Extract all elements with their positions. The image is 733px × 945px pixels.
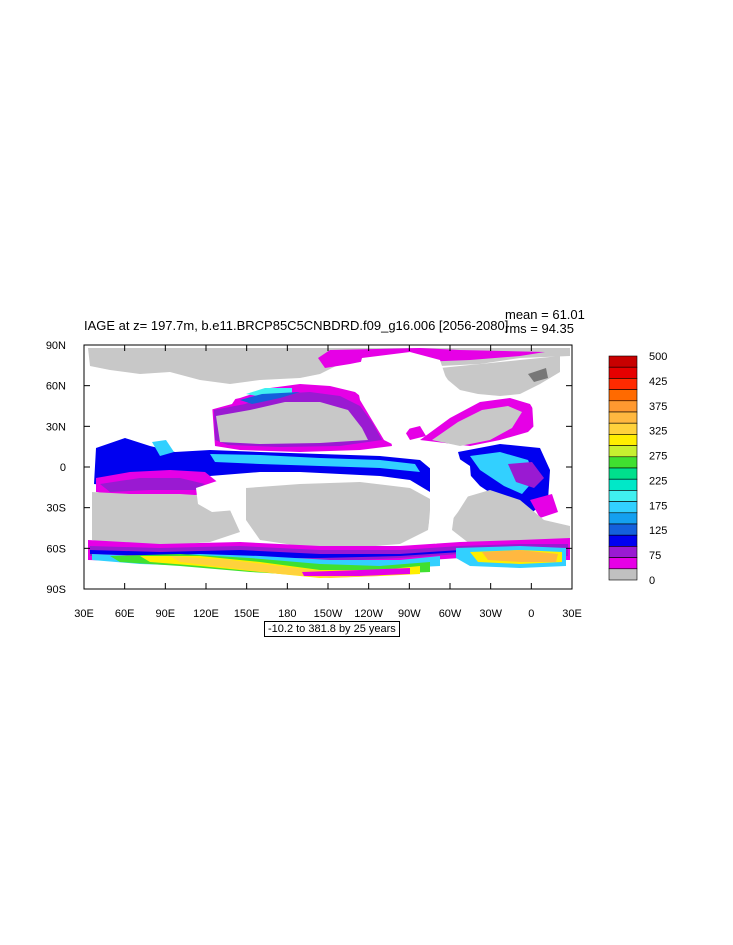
lon-tick-label: 120E (193, 608, 219, 620)
lat-tick-label: 30N (46, 421, 66, 433)
colorbar-box (608, 490, 638, 502)
colorbar-box (608, 355, 638, 368)
eq-atlantic-purple (508, 462, 544, 488)
lon-tick-label: 90W (398, 608, 421, 620)
colorbar-box (608, 478, 638, 491)
lon-tick-label: 150W (314, 608, 343, 620)
equatorial-cyan (210, 454, 420, 472)
lat-tick-label: 0 (60, 462, 66, 474)
colorbar-label: 225 (649, 475, 667, 487)
n-atlantic-grey (440, 356, 560, 396)
lon-tick-label: 0 (528, 608, 534, 620)
land-south-america (428, 454, 472, 544)
colorbar-label: 375 (649, 401, 667, 413)
colorbar-label: 425 (649, 376, 667, 388)
colorbar-box (608, 411, 638, 424)
n-atlantic-subtrop-grey (432, 406, 522, 446)
lon-tick-label: 60W (439, 608, 462, 620)
indian-cyan-blob (152, 440, 174, 456)
s-atlantic-grey (452, 490, 570, 544)
colorbar-box (608, 422, 638, 435)
colorbar-box (608, 434, 638, 446)
colorbar-box (608, 378, 638, 390)
colorbar-label: 325 (649, 426, 667, 438)
land-australia (196, 480, 246, 512)
eq-atlantic-cyan (470, 452, 536, 494)
lon-tick-label: 30E (562, 608, 582, 620)
n-pacific-blue (240, 392, 300, 404)
colorbar-label: 500 (649, 351, 667, 363)
map-title: IAGE at z= 197.7m, b.e11.BRCP85C5CNBDRD.… (84, 318, 509, 333)
colorbar-box (608, 389, 638, 402)
so-atlantic-orange (482, 550, 558, 562)
colorbar-box (608, 400, 638, 413)
lat-tick-label: 60S (46, 543, 66, 555)
land-asia (90, 372, 240, 446)
lon-tick-label: 30E (74, 608, 94, 620)
sa-east-magenta (530, 494, 558, 518)
colorbar-box (608, 534, 638, 547)
colorbar-box (608, 546, 638, 558)
rms-stat: rms = 94.35 (505, 321, 575, 336)
colorbar-label: 275 (649, 451, 667, 463)
n-atlantic-dark (528, 368, 548, 382)
indian-purple (100, 478, 205, 492)
colorbar-label: 75 (649, 550, 661, 562)
lat-tick-label: 30S (46, 503, 66, 515)
n-pacific-grey (216, 402, 368, 444)
lat-tick-label: 90S (46, 584, 66, 596)
lon-tick-label: 60E (115, 608, 135, 620)
map-plot-area (83, 344, 573, 590)
lon-tick-label: 150E (234, 608, 260, 620)
colorbar-box (608, 568, 638, 581)
lon-tick-label: 90E (156, 608, 176, 620)
land-north-america (356, 352, 446, 446)
contour-range-label: -10.2 to 381.8 by 25 years (264, 621, 400, 637)
nw-atlantic-magenta (404, 426, 426, 440)
colorbar-box (608, 501, 638, 514)
colorbar-box (608, 523, 638, 536)
colorbar-label: 0 (649, 575, 655, 587)
colorbar-box (608, 445, 638, 458)
colorbar-box (608, 557, 638, 570)
colorbar: 500 425 375 325 275 225 175 125 75 0 (608, 351, 667, 587)
lon-tick-label: 120W (354, 608, 383, 620)
colorbar-box (608, 512, 638, 525)
latitude-ticks: 90N 60N 30N 0 30S 60S 90S (46, 340, 572, 596)
colorbar-box (608, 366, 638, 379)
colorbar-box (608, 467, 638, 480)
lat-tick-label: 90N (46, 340, 66, 352)
s-pacific-grey (246, 482, 432, 548)
colorbar-label: 175 (649, 500, 667, 512)
longitude-ticks: 30E 60E 90E 120E 150E 180 150W 120W 90W 60W 30W 0 30… (74, 345, 582, 620)
lon-tick-label: 180 (278, 608, 296, 620)
antarctic-magenta (302, 568, 410, 576)
lon-tick-label: 30W (479, 608, 502, 620)
colorbar-box (608, 456, 638, 469)
land-africa (532, 398, 572, 480)
mean-stat: mean = 61.01 (505, 307, 585, 322)
lat-tick-label: 60N (46, 381, 66, 393)
colorbar-label: 125 (649, 525, 667, 537)
